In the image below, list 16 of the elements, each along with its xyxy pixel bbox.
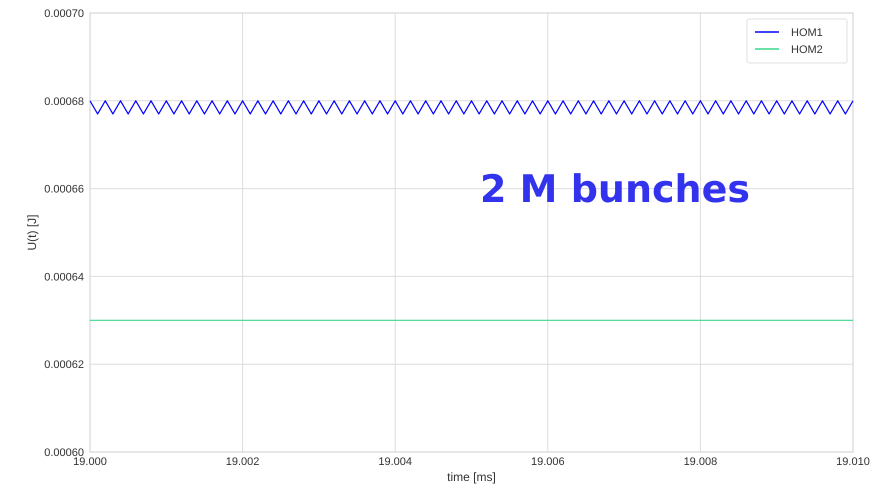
x-tick-label: 19.000 (73, 456, 107, 468)
y-tick-label: 0.00068 (44, 96, 84, 108)
legend-label: HOM1 (791, 27, 823, 39)
annotation: 2 M bunches (480, 167, 750, 211)
x-tick-label: 19.008 (684, 456, 718, 468)
y-tick-label: 0.00064 (44, 271, 84, 284)
x-tick-label: 19.002 (226, 456, 260, 468)
legend-label: HOM2 (791, 44, 823, 56)
y-axis-title: U(t) [J] (25, 214, 39, 250)
y-tick-label: 0.00070 (44, 8, 84, 20)
x-axis-title: time [ms] (447, 470, 496, 484)
y-tick-label: 0.00062 (44, 359, 84, 372)
y-tick-label: 0.00066 (44, 184, 84, 196)
x-tick-label: 19.006 (530, 456, 565, 468)
x-tick-label: 19.004 (378, 456, 412, 468)
x-tick-label: 19.010 (836, 456, 870, 468)
